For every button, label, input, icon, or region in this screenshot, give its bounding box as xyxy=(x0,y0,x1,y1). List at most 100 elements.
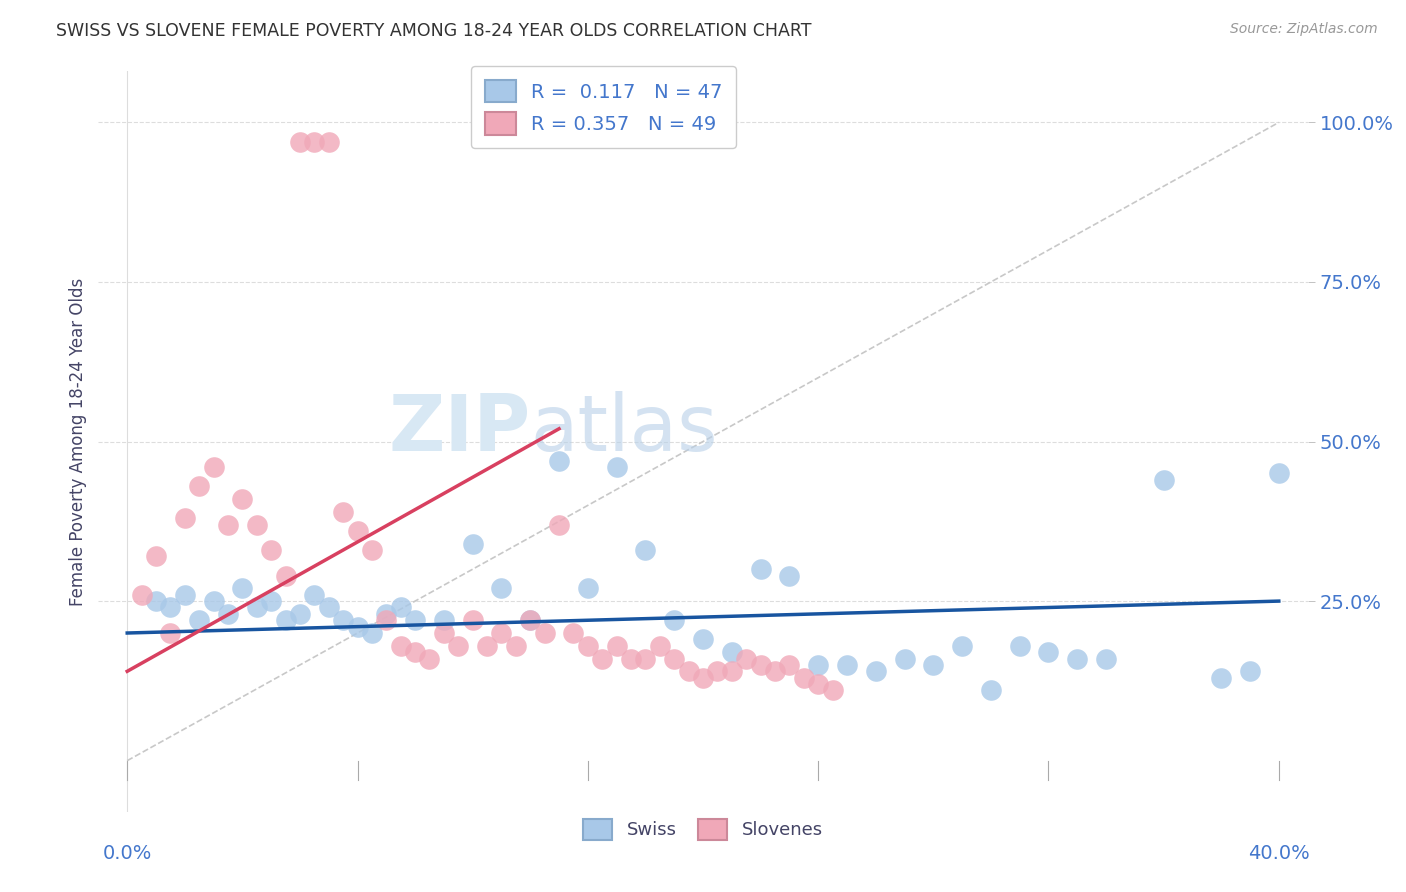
Point xyxy=(173,588,195,602)
Point xyxy=(692,671,714,685)
Point xyxy=(159,626,181,640)
Point xyxy=(418,651,440,665)
Point xyxy=(533,626,555,640)
Point xyxy=(576,582,599,596)
Point xyxy=(304,588,326,602)
Point xyxy=(447,639,470,653)
Text: 40.0%: 40.0% xyxy=(1249,844,1309,863)
Point xyxy=(217,607,239,621)
Point xyxy=(491,582,513,596)
Point xyxy=(1268,467,1291,481)
Y-axis label: Female Poverty Among 18-24 Year Olds: Female Poverty Among 18-24 Year Olds xyxy=(69,277,87,606)
Point xyxy=(361,626,384,640)
Point xyxy=(274,568,297,582)
Point xyxy=(1095,651,1118,665)
Point xyxy=(720,645,742,659)
Point xyxy=(620,651,643,665)
Point xyxy=(332,613,354,627)
Point xyxy=(793,671,815,685)
Point xyxy=(749,562,772,576)
Point xyxy=(288,135,311,149)
Point xyxy=(202,460,225,475)
Point xyxy=(202,594,225,608)
Point xyxy=(1153,473,1175,487)
Point xyxy=(159,600,181,615)
Text: Source: ZipAtlas.com: Source: ZipAtlas.com xyxy=(1230,22,1378,37)
Point xyxy=(634,651,657,665)
Text: ZIP: ZIP xyxy=(388,391,530,467)
Point xyxy=(346,524,368,538)
Point xyxy=(1038,645,1060,659)
Point xyxy=(763,665,786,679)
Point xyxy=(145,594,167,608)
Point xyxy=(332,505,354,519)
Point xyxy=(217,517,239,532)
Point xyxy=(375,607,398,621)
Point xyxy=(807,657,830,672)
Point xyxy=(720,665,742,679)
Point xyxy=(461,536,484,550)
Point xyxy=(461,613,484,627)
Point xyxy=(375,613,398,627)
Point xyxy=(1211,671,1233,685)
Point xyxy=(648,639,671,653)
Point xyxy=(433,626,456,640)
Point xyxy=(404,613,426,627)
Point xyxy=(606,639,628,653)
Point xyxy=(591,651,613,665)
Point xyxy=(260,543,283,558)
Point xyxy=(664,651,686,665)
Point xyxy=(145,549,167,564)
Point xyxy=(548,517,571,532)
Point xyxy=(1239,665,1261,679)
Point xyxy=(893,651,915,665)
Point xyxy=(519,613,541,627)
Point xyxy=(361,543,384,558)
Point xyxy=(692,632,714,647)
Point xyxy=(318,135,340,149)
Text: atlas: atlas xyxy=(530,391,717,467)
Point xyxy=(548,453,571,467)
Point xyxy=(188,613,211,627)
Point xyxy=(389,639,412,653)
Point xyxy=(778,657,800,672)
Point xyxy=(706,665,728,679)
Point xyxy=(835,657,858,672)
Point xyxy=(288,607,311,621)
Point xyxy=(735,651,758,665)
Point xyxy=(231,491,253,506)
Point xyxy=(664,613,686,627)
Point xyxy=(246,600,269,615)
Point xyxy=(260,594,283,608)
Point xyxy=(519,613,541,627)
Point xyxy=(678,665,700,679)
Text: 0.0%: 0.0% xyxy=(103,844,152,863)
Point xyxy=(274,613,297,627)
Point xyxy=(505,639,527,653)
Text: SWISS VS SLOVENE FEMALE POVERTY AMONG 18-24 YEAR OLDS CORRELATION CHART: SWISS VS SLOVENE FEMALE POVERTY AMONG 18… xyxy=(56,22,811,40)
Point xyxy=(1066,651,1088,665)
Point xyxy=(246,517,269,532)
Point xyxy=(173,511,195,525)
Point xyxy=(475,639,498,653)
Point xyxy=(778,568,800,582)
Point xyxy=(304,135,326,149)
Point xyxy=(821,683,844,698)
Point xyxy=(980,683,1002,698)
Point xyxy=(231,582,253,596)
Point xyxy=(491,626,513,640)
Point xyxy=(865,665,887,679)
Point xyxy=(131,588,153,602)
Point xyxy=(188,479,211,493)
Point xyxy=(433,613,456,627)
Point xyxy=(389,600,412,615)
Point xyxy=(1008,639,1031,653)
Point xyxy=(562,626,585,640)
Legend: Swiss, Slovenes: Swiss, Slovenes xyxy=(576,812,830,847)
Point xyxy=(634,543,657,558)
Point xyxy=(950,639,973,653)
Point xyxy=(318,600,340,615)
Point xyxy=(749,657,772,672)
Point xyxy=(807,677,830,691)
Point xyxy=(576,639,599,653)
